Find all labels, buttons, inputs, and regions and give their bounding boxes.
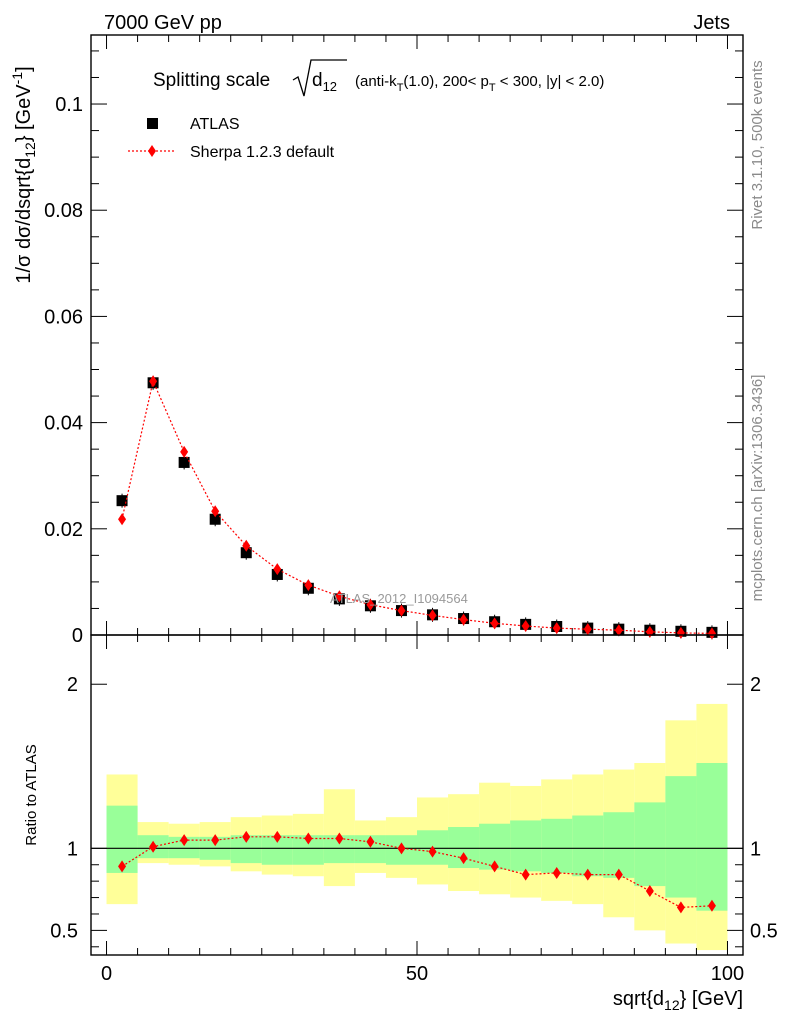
category-label: Jets (693, 12, 730, 34)
title-main: Splitting scale (153, 70, 270, 91)
ratio-y-tick-label: 2 (67, 674, 78, 696)
ratio-sherpa-point (366, 835, 375, 848)
ratio-panel: 0 50 100 0.5 0.5 1 1 2 2 (50, 634, 778, 985)
sherpa-point (707, 627, 716, 640)
ratio-sherpa-line (121, 836, 713, 909)
main-frame (90, 34, 744, 636)
ratio-sherpa-point (552, 866, 561, 879)
sherpa-point (273, 563, 282, 576)
ratio-sherpa-point (490, 860, 499, 873)
ratio-sherpa-point (211, 834, 220, 847)
sherpa-point (614, 624, 623, 637)
sqrt-symbol (292, 59, 347, 97)
band-inner-bin (541, 818, 573, 873)
main-y-tick-label: 0.06 (44, 306, 83, 328)
sherpa-point (366, 598, 375, 611)
ratio-y-tick-label-right: 2 (750, 674, 761, 696)
atlas-point (209, 513, 221, 525)
ratio-sherpa-point (118, 860, 127, 873)
band-inner-bin (510, 820, 542, 872)
ratio-y-tick-label: 0.5 (50, 920, 78, 942)
ratio-y-tick-label-right: 1 (750, 838, 761, 860)
sherpa-point (211, 505, 220, 518)
collision-label: 7000 GeV pp (104, 12, 222, 34)
sherpa-point (242, 539, 251, 552)
band-inner-bin (696, 763, 728, 911)
main-y-axis-label: 1/σ dσ/dsqrt{d12} [GeV-1] (9, 66, 38, 283)
ratio-y-tick-label: 1 (67, 838, 78, 860)
band-inner-bin (572, 815, 604, 877)
ratio-sherpa-point (242, 830, 251, 843)
main-y-tick-label: 0 (72, 625, 83, 647)
sherpa-point (676, 626, 685, 639)
sherpa-point (521, 619, 530, 632)
sherpa-point (149, 375, 158, 388)
ratio-sherpa-point (614, 868, 623, 881)
ratio-sherpa-point (583, 868, 592, 881)
ratio-sherpa-point (676, 901, 685, 914)
ratio-sherpa-point (335, 832, 344, 845)
sherpa-line (121, 379, 713, 634)
sherpa-point (397, 604, 406, 617)
plot-title: Splitting scale d12 (anti-kT(1.0), 200< … (153, 59, 604, 97)
atlas-point (178, 456, 190, 468)
ratio-uncertainty-bands (106, 703, 728, 951)
x-tick-label: 0 (101, 963, 112, 985)
main-y-tick-label: 0.1 (55, 94, 83, 116)
main-y-tick-label: 0.04 (44, 413, 83, 435)
sherpa-point (459, 613, 468, 626)
title-selection: (anti-kT(1.0), 200< pT < 300, |y| < 2.0) (355, 73, 604, 94)
source-label: mcplots.cern.ch [arXiv:1306.3436] (749, 375, 766, 602)
sherpa-point (490, 617, 499, 630)
ratio-sherpa-point (273, 830, 282, 843)
sherpa-point (335, 590, 344, 603)
sherpa-point (428, 609, 437, 622)
legend-marker-sherpa (148, 145, 156, 157)
sherpa-point (180, 445, 189, 458)
main-y-tick-label: 0.02 (44, 519, 83, 541)
legend-label-sherpa: Sherpa 1.2.3 default (190, 144, 335, 161)
legend-marker-atlas (147, 118, 158, 129)
sherpa-point (552, 622, 561, 635)
analysis-watermark: ATLAS_2012_I1094564 (330, 591, 468, 606)
ratio-sherpa-point (149, 840, 158, 853)
x-tick-label: 50 (406, 963, 428, 985)
ratio-sherpa-point (180, 834, 189, 847)
ratio-sherpa-point (428, 845, 437, 858)
main-y-tick-label: 0.08 (44, 200, 83, 222)
sherpa-point (304, 579, 313, 592)
legend-label-atlas: ATLAS (190, 116, 240, 133)
ratio-sherpa-point (459, 852, 468, 865)
rivet-label: Rivet 3.1.10, 500k events (749, 60, 766, 229)
sherpa-point (118, 513, 127, 526)
ratio-y-tick-label-right: 0.5 (750, 920, 778, 942)
ratio-sherpa-point (645, 885, 654, 897)
main-panel: 0 0.02 0.04 0.06 0.08 0.1 (44, 34, 744, 647)
x-axis-label: sqrt{d12} [GeV] (613, 988, 743, 1013)
atlas-point (116, 495, 128, 507)
sherpa-point (583, 623, 592, 636)
band-inner-bin (665, 776, 697, 898)
title-variable: d12 (312, 70, 337, 94)
band-inner-bin (603, 812, 635, 878)
atlas-point (240, 547, 252, 559)
ratio-sherpa-point (521, 868, 530, 881)
band-inner-bin (634, 802, 666, 887)
ratio-y-axis-label: Ratio to ATLAS (23, 744, 40, 845)
legend: ATLAS Sherpa 1.2.3 default (128, 116, 335, 161)
ratio-sherpa-point (707, 899, 716, 912)
ratio-sherpa-point (397, 842, 406, 855)
ratio-sherpa-point (304, 832, 313, 845)
x-tick-label: 100 (711, 963, 744, 985)
